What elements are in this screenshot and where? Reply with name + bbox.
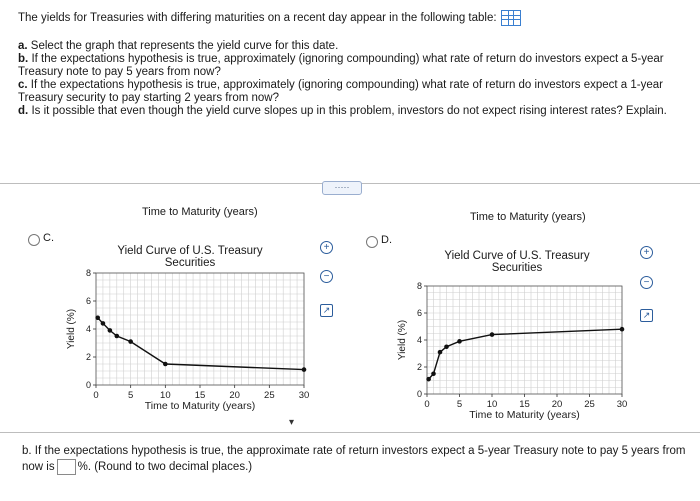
option-c-data-point xyxy=(301,367,307,372)
question-intro: The yields for Treasuries with differing… xyxy=(18,12,497,25)
option-c-zoom-in-icon[interactable]: + xyxy=(320,241,333,254)
option-c-data-point xyxy=(163,361,168,367)
option-c-data-point xyxy=(128,339,133,344)
option-d-y-tick-label: 6 xyxy=(417,308,422,318)
option-d-data-point xyxy=(489,332,495,337)
mouse-cursor-icon: ▾ xyxy=(289,417,295,428)
option-c-x-axis-label: Time to Maturity (years) xyxy=(145,400,255,412)
question-part-a: a. Select the graph that represents the … xyxy=(18,40,339,52)
option-c-zoom-out-icon[interactable]: − xyxy=(320,270,333,283)
option-d-x-tick-label: 30 xyxy=(617,399,628,410)
option-d-data-point xyxy=(426,376,431,382)
option-c-x-tick-label: 0 xyxy=(93,390,98,401)
option-d-label: D. xyxy=(381,234,392,246)
option-d-chart-title: Yield Curve of U.S. Treasury Securities xyxy=(444,250,590,274)
option-c-data-point xyxy=(95,315,101,321)
option-c-x-tick-label: 30 xyxy=(299,390,310,401)
option-c-y-tick-label: 0 xyxy=(86,380,91,390)
option-c-label: C. xyxy=(43,232,54,244)
bottom-question-text: b. If the expectations hypothesis is tru… xyxy=(22,445,686,474)
answer-input[interactable] xyxy=(56,459,76,475)
option-c-y-tick-label: 6 xyxy=(86,296,91,306)
option-c-external-link-icon[interactable]: ↗ xyxy=(320,304,333,317)
option-d-external-link-icon[interactable]: ↗ xyxy=(640,309,653,322)
option-d-zoom-out-icon[interactable]: − xyxy=(640,276,653,289)
expand-button[interactable]: ····· xyxy=(322,181,362,195)
option-c-x-tick-label: 5 xyxy=(128,390,133,401)
option-c-data-point xyxy=(100,321,106,326)
option-c-y-tick-label: 8 xyxy=(86,268,91,278)
option-d-y-tick-label: 2 xyxy=(417,362,422,372)
option-c-data-point xyxy=(114,333,120,339)
option-c-y-tick-label: 2 xyxy=(86,352,91,362)
bottom-question: b. If the expectations hypothesis is tru… xyxy=(22,443,687,475)
option-d-data-point xyxy=(431,371,436,377)
option-c-x-tick-label: 15 xyxy=(195,390,206,401)
option-d-y-tick-label: 0 xyxy=(417,389,422,399)
table-icon[interactable] xyxy=(500,10,521,26)
option-d-y-tick-label: 4 xyxy=(417,335,422,345)
option-d-data-point xyxy=(619,326,625,332)
option-d-zoom-in-icon[interactable]: + xyxy=(640,246,653,259)
option-d-x-tick-label: 15 xyxy=(519,399,530,410)
option-c-y-tick-label: 4 xyxy=(86,324,91,334)
option-c-x-tick-label: 25 xyxy=(264,390,275,401)
option-d-x-tick-label: 20 xyxy=(552,399,563,410)
question-text: The yields for Treasuries with differing… xyxy=(18,10,688,118)
option-d-x-axis-label: Time to Maturity (years) xyxy=(469,409,579,421)
option-c-radio[interactable] xyxy=(28,234,40,246)
option-d-data-point xyxy=(437,349,443,355)
option-c-x-tick-label: 10 xyxy=(160,390,171,401)
option-d-top-axis-title: Time to Maturity (years) xyxy=(470,211,586,223)
option-d-radio[interactable] xyxy=(366,236,378,248)
bottom-question-suffix: %. (Round to two decimal places.) xyxy=(77,461,253,474)
option-d-x-tick-label: 25 xyxy=(584,399,595,410)
option-d-x-tick-label: 5 xyxy=(457,399,462,410)
option-c-chart-title: Yield Curve of U.S. Treasury Securities xyxy=(117,245,263,269)
option-c-data-point xyxy=(107,328,113,333)
option-d-y-axis-label: Yield (%) xyxy=(397,320,408,360)
question-part-c: c. If the expectations hypothesis is tru… xyxy=(18,79,663,104)
option-c-y-axis-label: Yield (%) xyxy=(66,309,77,349)
option-d-y-tick-label: 8 xyxy=(417,281,422,291)
question-part-b: b. If the expectations hypothesis is tru… xyxy=(18,53,664,78)
option-d-x-tick-label: 10 xyxy=(487,399,498,410)
option-c-x-tick-label: 20 xyxy=(229,390,240,401)
option-c-top-axis-title: Time to Maturity (years) xyxy=(142,206,258,218)
option-d-series-line xyxy=(428,328,623,380)
divider-bottom xyxy=(0,432,700,433)
option-d-x-tick-label: 0 xyxy=(424,399,429,410)
question-part-d: d. Is it possible that even though the y… xyxy=(18,105,667,117)
option-d-data-point xyxy=(457,339,462,344)
option-d-data-point xyxy=(444,344,449,350)
